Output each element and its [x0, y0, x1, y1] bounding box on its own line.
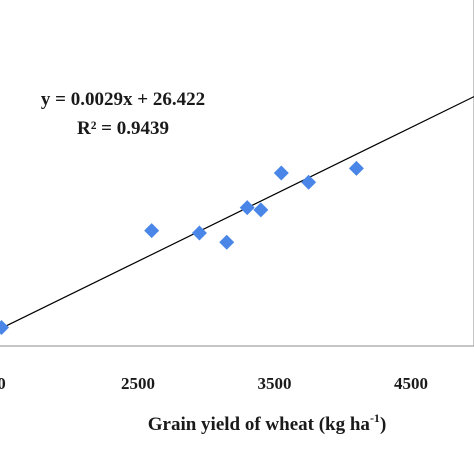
data-points [0, 160, 364, 336]
plot-border [0, 0, 474, 347]
x-axis-title: Grain yield of wheat (kg ha-1) [148, 411, 387, 435]
x-tick-labels: 0 2500 3500 4500 [0, 374, 428, 393]
data-point-6 [253, 202, 269, 218]
x-tick-label-1: 0 [0, 374, 6, 393]
data-point-5 [239, 200, 255, 216]
regression-equation: y = 0.0029x + 26.422 [41, 89, 205, 110]
trendline [1, 95, 474, 329]
data-point-4 [219, 234, 235, 250]
x-tick-label-4: 4500 [394, 374, 428, 393]
data-point-9 [348, 160, 364, 176]
r-squared-label: R² = 0.9439 [77, 118, 169, 139]
data-point-7 [273, 165, 289, 181]
data-point-3 [191, 225, 207, 241]
x-tick-label-2: 2500 [121, 374, 155, 393]
x-tick-label-3: 3500 [258, 374, 292, 393]
data-point-8 [301, 174, 317, 190]
data-point-2 [144, 223, 160, 239]
x-axis-title-sup: -1 [370, 411, 380, 425]
data-point-1 [0, 320, 9, 336]
x-axis-title-main: Grain yield of wheat (kg ha [148, 414, 371, 435]
x-axis-title-suffix: ) [380, 414, 386, 435]
